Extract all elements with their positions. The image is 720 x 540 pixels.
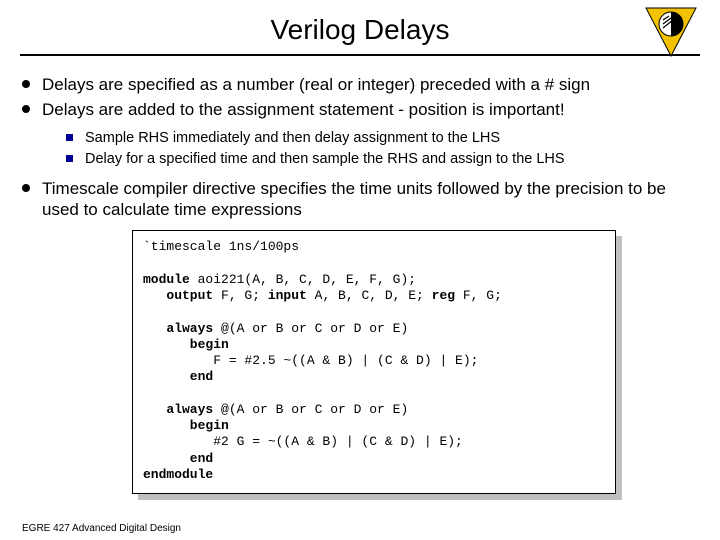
bullet-dot-icon [22,184,30,192]
code-text: A, B, C, D, E; [307,288,432,303]
bullet-item: Timescale compiler directive specifies t… [22,178,698,221]
content-area: Delays are specified as a number (real o… [0,56,720,494]
sub-bullet-text: Sample RHS immediately and then delay as… [85,129,500,147]
code-keyword: endmodule [143,467,213,482]
code-line: F = #2.5 ~((A & B) | (C & D) | E); [143,353,478,368]
code-keyword: input [268,288,307,303]
sub-bullet-item: Delay for a specified time and then samp… [66,150,698,168]
bullet-square-icon [66,134,73,141]
bullet-dot-icon [22,105,30,113]
sub-bullet-item: Sample RHS immediately and then delay as… [66,129,698,147]
code-block: `timescale 1ns/100ps module aoi221(A, B,… [132,230,616,494]
code-text: @(A or B or C or D or E) [213,402,408,417]
code-line: `timescale 1ns/100ps [143,239,299,254]
bullet-text: Delays are added to the assignment state… [42,99,565,120]
bullet-text: Timescale compiler directive specifies t… [42,178,698,221]
code-keyword: end [143,369,213,384]
code-keyword: begin [143,337,229,352]
code-text: aoi221(A, B, C, D, E, F, G); [190,272,416,287]
sub-bullet-list: Sample RHS immediately and then delay as… [66,129,698,168]
sub-bullet-text: Delay for a specified time and then samp… [85,150,565,168]
bullet-item: Delays are specified as a number (real o… [22,74,698,95]
bullet-square-icon [66,155,73,162]
footer-text: EGRE 427 Advanced Digital Design [22,523,181,534]
bullet-item: Delays are added to the assignment state… [22,99,698,120]
code-content: `timescale 1ns/100ps module aoi221(A, B,… [132,230,616,494]
bullet-text: Delays are specified as a number (real o… [42,74,590,95]
code-line: #2 G = ~((A & B) | (C & D) | E); [143,434,463,449]
bullet-dot-icon [22,80,30,88]
code-text: @(A or B or C or D or E) [213,321,408,336]
slide-title: Verilog Delays [0,0,720,46]
code-keyword: module [143,272,190,287]
code-keyword: reg [432,288,455,303]
code-keyword: begin [143,418,229,433]
code-text: F, G; [455,288,502,303]
code-keyword: always [143,321,213,336]
slide-logo [644,6,698,60]
code-keyword: end [143,451,213,466]
code-keyword: output [143,288,213,303]
code-keyword: always [143,402,213,417]
code-text: F, G; [213,288,268,303]
